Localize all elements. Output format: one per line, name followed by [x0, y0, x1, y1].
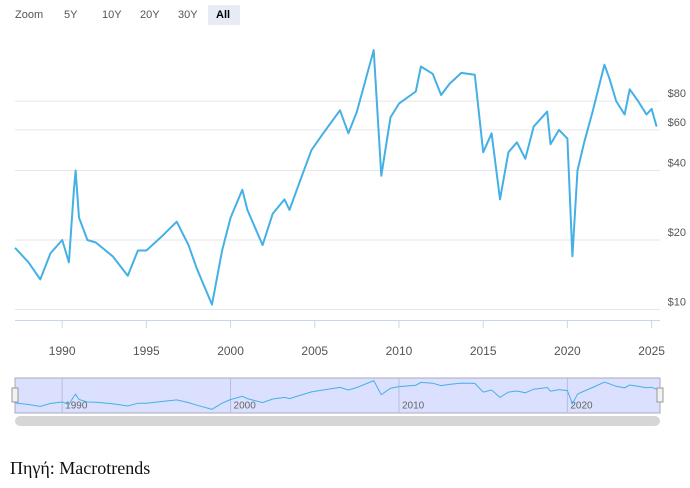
- zoom-button[interactable]: All: [216, 9, 230, 21]
- navigator-handle[interactable]: [656, 387, 664, 403]
- navigator-line: [14, 379, 657, 410]
- source: Πηγή: Macrotrends: [10, 458, 151, 478]
- x-tick-label: 1995: [133, 344, 160, 358]
- x-tick-label: 1990: [49, 344, 76, 358]
- zoom-button[interactable]: 30Y: [178, 9, 198, 21]
- navigator: [14, 377, 661, 414]
- zoom-button-bg[interactable]: [208, 5, 240, 25]
- y-tick-label: $60: [668, 117, 686, 129]
- zoom-button[interactable]: 10Y: [102, 9, 122, 21]
- navigator-label: 2020: [570, 401, 593, 412]
- price-line: [14, 49, 658, 306]
- y-tick-label: $10: [668, 296, 686, 308]
- x-tick-label: 2015: [470, 344, 497, 358]
- x-tick-label: 2020: [554, 344, 581, 358]
- x-tick-label: 2000: [217, 344, 244, 358]
- navigator-label: 2000: [234, 401, 257, 412]
- chart: Zoom 5Y 10Y 20Y 30Y All $10 $20 $40 $60 $80 1990 19…: [11, 5, 686, 426]
- x-tick-label: 2010: [386, 344, 413, 358]
- zoom-label: Zoom: [15, 9, 43, 21]
- y-tick-label: $20: [668, 227, 686, 239]
- navigator-handle[interactable]: [11, 387, 19, 403]
- zoom-button[interactable]: 5Y: [64, 9, 78, 21]
- scrollbar[interactable]: [15, 416, 660, 426]
- x-tick-label: 2025: [638, 344, 665, 358]
- navigator-label: 2010: [402, 401, 425, 412]
- zoom-button[interactable]: 20Y: [140, 9, 160, 21]
- x-tick-label: 2005: [301, 344, 328, 358]
- navigator-label: 1990: [65, 401, 88, 412]
- y-tick-label: $80: [668, 88, 686, 100]
- y-tick-label: $40: [668, 157, 686, 169]
